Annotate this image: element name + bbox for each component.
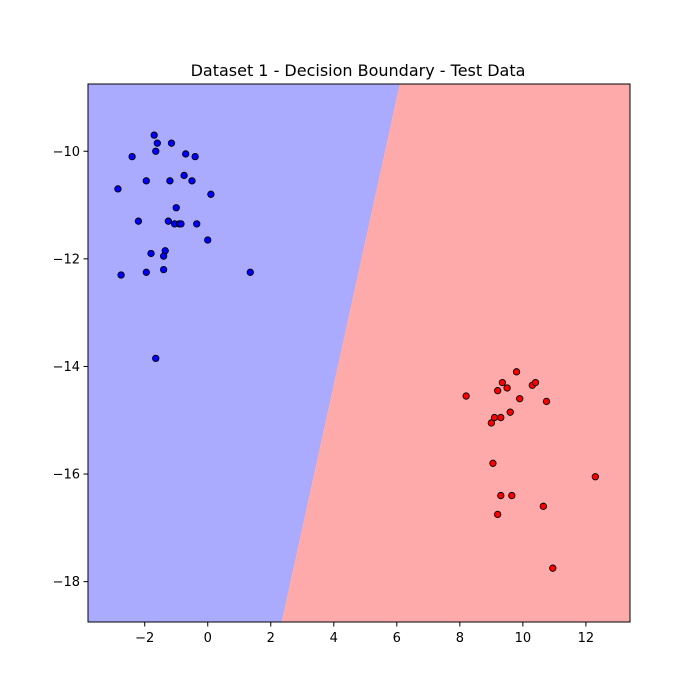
x-tick-label: 8 bbox=[456, 631, 464, 646]
scatter-point bbox=[497, 413, 505, 422]
scatter-point bbox=[516, 395, 524, 403]
scatter-point bbox=[462, 392, 470, 400]
scatter-point bbox=[180, 171, 188, 180]
scatter-point bbox=[494, 387, 502, 395]
plot-frame bbox=[87, 83, 631, 623]
scatter-point bbox=[153, 139, 161, 147]
scatter-point bbox=[142, 268, 150, 276]
scatter-point bbox=[182, 150, 190, 158]
x-tick-label: 6 bbox=[393, 631, 401, 646]
scatter-point bbox=[166, 177, 174, 185]
scatter-point bbox=[494, 510, 502, 519]
x-tick-label: 12 bbox=[578, 631, 595, 646]
scatter-point bbox=[159, 265, 168, 274]
y-tick-label: −10 bbox=[53, 145, 80, 160]
scatter-point bbox=[142, 177, 150, 185]
x-axis: −2 0 2 4 6 8 10 12 bbox=[135, 622, 594, 646]
scatter-point bbox=[147, 249, 155, 258]
x-tick-label: 10 bbox=[515, 631, 532, 646]
scatter-point bbox=[508, 491, 516, 500]
scatter-point bbox=[506, 408, 514, 416]
x-tick-label: −2 bbox=[135, 631, 154, 646]
chart-title: Dataset 1 - Decision Boundary - Test Dat… bbox=[191, 61, 526, 80]
scatter-point bbox=[191, 152, 199, 161]
scatter-point bbox=[207, 190, 215, 198]
scatter-point bbox=[531, 378, 540, 387]
scatter-point bbox=[591, 473, 599, 481]
scatter-point bbox=[152, 147, 160, 155]
y-tick-label: −16 bbox=[53, 468, 80, 483]
scatter-point bbox=[503, 384, 511, 392]
scatter-point bbox=[204, 236, 212, 244]
y-tick-label: −18 bbox=[53, 575, 80, 590]
y-tick-label: −14 bbox=[53, 360, 80, 375]
scatter-point bbox=[117, 271, 125, 279]
scatter-point bbox=[497, 491, 505, 500]
scatter-point bbox=[167, 139, 176, 147]
scatter-point bbox=[542, 397, 551, 406]
scatter-point bbox=[489, 459, 497, 467]
scatter-point bbox=[159, 252, 168, 260]
scatter-point bbox=[152, 354, 160, 363]
scatter-point bbox=[150, 131, 158, 139]
scatter-point bbox=[193, 220, 201, 228]
scatter-point bbox=[128, 152, 136, 161]
scatter-point bbox=[246, 268, 254, 276]
x-tick-label: 2 bbox=[267, 631, 275, 646]
scatter-point bbox=[188, 177, 196, 185]
region-right bbox=[281, 84, 630, 622]
scatter-point bbox=[164, 217, 173, 225]
x-tick-label: 4 bbox=[330, 631, 338, 646]
scatter-point bbox=[487, 419, 495, 427]
scatter-point bbox=[539, 502, 547, 510]
scatter-point bbox=[512, 368, 521, 376]
scatter-point bbox=[177, 220, 185, 228]
scatter-point bbox=[134, 217, 143, 225]
scatter-point bbox=[498, 378, 507, 387]
plot-area bbox=[87, 83, 631, 623]
x-tick-label: 0 bbox=[204, 631, 212, 646]
scatter-point bbox=[549, 564, 557, 572]
y-tick-label: −12 bbox=[53, 252, 80, 267]
y-axis: −18 −16 −14 −12 −10 bbox=[53, 145, 88, 590]
scatter-point bbox=[114, 185, 122, 193]
scatter-point bbox=[172, 204, 180, 212]
